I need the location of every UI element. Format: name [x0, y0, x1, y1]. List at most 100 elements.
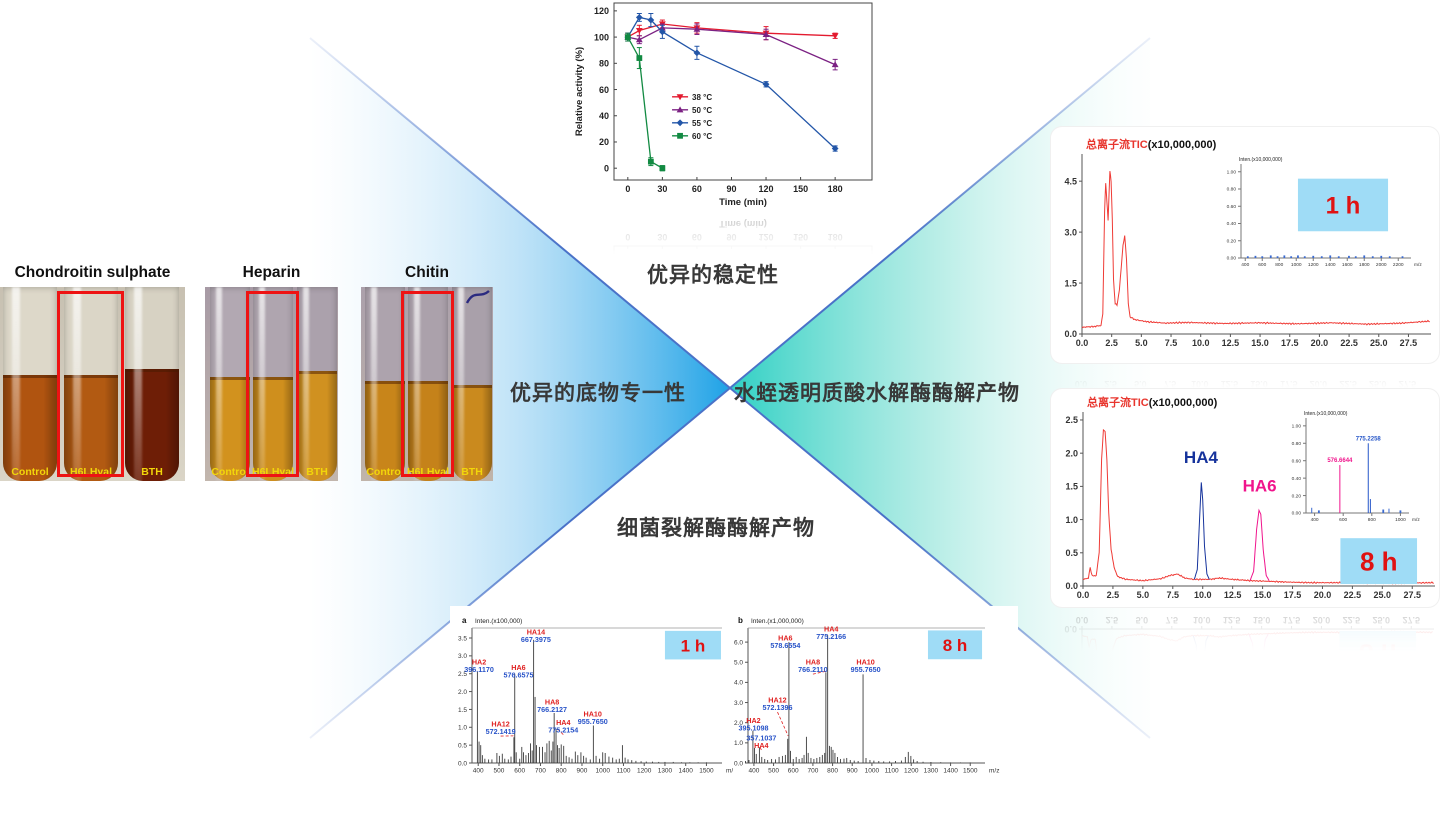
svg-text:HA4: HA4: [1184, 448, 1219, 467]
svg-text:m/z: m/z: [1412, 517, 1420, 523]
svg-text:2.5: 2.5: [458, 671, 467, 678]
svg-text:0.0: 0.0: [1064, 329, 1077, 339]
svg-text:700: 700: [535, 768, 546, 775]
svg-text:1500: 1500: [963, 768, 978, 775]
svg-text:600: 600: [1339, 517, 1347, 523]
svg-text:Time (min): Time (min): [719, 197, 767, 208]
svg-text:1000: 1000: [1395, 517, 1406, 523]
svg-text:25.0: 25.0: [1374, 590, 1392, 600]
time-badge: 1 h: [664, 630, 721, 660]
svg-text:HA6: HA6: [778, 633, 792, 642]
svg-text:12.5: 12.5: [1222, 338, 1240, 348]
left-triangle: [310, 38, 730, 738]
svg-text:55 °C: 55 °C: [692, 119, 712, 128]
svg-text:955.7650: 955.7650: [578, 717, 608, 726]
svg-text:m/z: m/z: [726, 768, 736, 775]
svg-text:2200: 2200: [1393, 262, 1404, 268]
svg-text:2.0: 2.0: [734, 720, 743, 727]
svg-text:Inten.(x10,000,000): Inten.(x10,000,000): [1304, 411, 1348, 417]
svg-text:1400: 1400: [1325, 262, 1336, 268]
svg-text:0.0: 0.0: [734, 760, 743, 767]
svg-text:HA12: HA12: [768, 696, 786, 705]
svg-text:HA12: HA12: [491, 720, 509, 729]
svg-text:1.0: 1.0: [458, 725, 467, 732]
svg-text:0.20: 0.20: [1292, 493, 1302, 499]
svg-text:800: 800: [556, 768, 567, 775]
svg-text:20: 20: [599, 137, 609, 147]
svg-text:1.5: 1.5: [1064, 278, 1077, 288]
svg-text:800: 800: [1368, 517, 1376, 523]
svg-text:25.0: 25.0: [1370, 338, 1388, 348]
svg-text:5.0: 5.0: [1135, 338, 1148, 348]
svg-text:100: 100: [594, 32, 609, 42]
svg-text:0.00: 0.00: [1292, 511, 1302, 517]
svg-text:1.5: 1.5: [458, 707, 467, 714]
svg-text:2.0: 2.0: [458, 689, 467, 696]
svg-text:20.0: 20.0: [1314, 590, 1332, 600]
svg-text:1000: 1000: [865, 768, 880, 775]
svg-text:30: 30: [657, 184, 667, 194]
svg-text:1.5: 1.5: [1065, 482, 1078, 492]
svg-text:HA2: HA2: [746, 716, 760, 725]
time-badge: 1 h: [1297, 178, 1389, 232]
ms_8h-plot: 400 500 600 700 800 900 1000 1100 1200 1300 1400 15…: [734, 616, 1000, 775]
svg-text:1200: 1200: [1308, 262, 1319, 268]
svg-text:HA6: HA6: [1243, 477, 1277, 496]
svg-text:1.0: 1.0: [1065, 515, 1078, 525]
svg-text:17.5: 17.5: [1284, 590, 1302, 600]
svg-text:0.5: 0.5: [458, 742, 467, 749]
svg-text:27.5: 27.5: [1403, 590, 1421, 600]
svg-text:120: 120: [759, 184, 774, 194]
svg-text:0.60: 0.60: [1227, 204, 1237, 210]
ms_1h-plot: 400 500 600 700 800 900 1000 1100 1200 1300 1400 15…: [458, 616, 737, 775]
svg-text:HA4: HA4: [556, 718, 570, 727]
svg-text:1800: 1800: [1359, 262, 1370, 268]
svg-text:0.80: 0.80: [1292, 441, 1302, 447]
svg-text:766.2110: 766.2110: [798, 665, 828, 674]
svg-text:0.60: 0.60: [1292, 458, 1302, 464]
svg-text:15.0: 15.0: [1254, 590, 1272, 600]
svg-text:8 h: 8 h: [1360, 546, 1398, 576]
svg-text:3.0: 3.0: [1064, 227, 1077, 237]
svg-text:500: 500: [768, 768, 779, 775]
svg-text:1400: 1400: [943, 768, 958, 775]
svg-text:HA14: HA14: [527, 627, 545, 636]
tic-chromatogram-8h: 0.0 2.5 5.0 7.5 10.0 12.5 15.0 17.5 20.0 22.5 25.0…: [1050, 388, 1440, 608]
svg-text:576.6644: 576.6644: [1327, 458, 1353, 464]
svg-text:1000: 1000: [1291, 262, 1302, 268]
svg-text:1600: 1600: [1342, 262, 1353, 268]
svg-text:10.0: 10.0: [1194, 590, 1212, 600]
tic_1h-plot: 0.0 2.5 5.0 7.5 10.0 12.5 15.0 17.5 20.0 22.5 25.0…: [1064, 137, 1440, 348]
svg-text:80: 80: [599, 59, 609, 69]
stability-line-chart: 0 30 60 90 120 150 180 0 20 40 60 80 100 120 Relative …: [570, 0, 885, 212]
svg-text:2000: 2000: [1376, 262, 1387, 268]
svg-text:1300: 1300: [658, 768, 673, 775]
svg-text:775.2166: 775.2166: [816, 632, 846, 641]
svg-text:500: 500: [494, 768, 505, 775]
svg-text:Inten.(x10,000,000): Inten.(x10,000,000): [1239, 157, 1283, 163]
label-leech-hyaluronidase-products: 水蛭透明质酸水解酶酶解产物: [734, 382, 1020, 405]
svg-text:60: 60: [692, 184, 702, 194]
svg-text:总离子流TIC(x10,000,000): 总离子流TIC(x10,000,000): [1086, 137, 1217, 151]
svg-text:6.0: 6.0: [734, 639, 743, 646]
svg-text:1.00: 1.00: [1227, 169, 1237, 175]
svg-text:400: 400: [473, 768, 484, 775]
time-badge: 8 h: [927, 630, 983, 660]
svg-text:4.5: 4.5: [1064, 176, 1077, 186]
svg-text:1 h: 1 h: [1326, 193, 1361, 220]
svg-text:2.5: 2.5: [1105, 338, 1118, 348]
svg-text:1 h: 1 h: [681, 636, 706, 655]
svg-text:357.1037: 357.1037: [746, 733, 776, 742]
svg-text:0.20: 0.20: [1227, 238, 1237, 244]
svg-text:a: a: [462, 616, 467, 625]
svg-text:0.00: 0.00: [1227, 256, 1237, 262]
svg-text:700: 700: [807, 768, 818, 775]
svg-text:12.5: 12.5: [1224, 590, 1242, 600]
svg-text:1100: 1100: [616, 768, 630, 775]
svg-text:1200: 1200: [637, 768, 652, 775]
svg-text:180: 180: [828, 184, 843, 194]
svg-text:HA6: HA6: [511, 663, 525, 672]
svg-text:900: 900: [847, 768, 858, 775]
svg-text:7.5: 7.5: [1165, 338, 1178, 348]
